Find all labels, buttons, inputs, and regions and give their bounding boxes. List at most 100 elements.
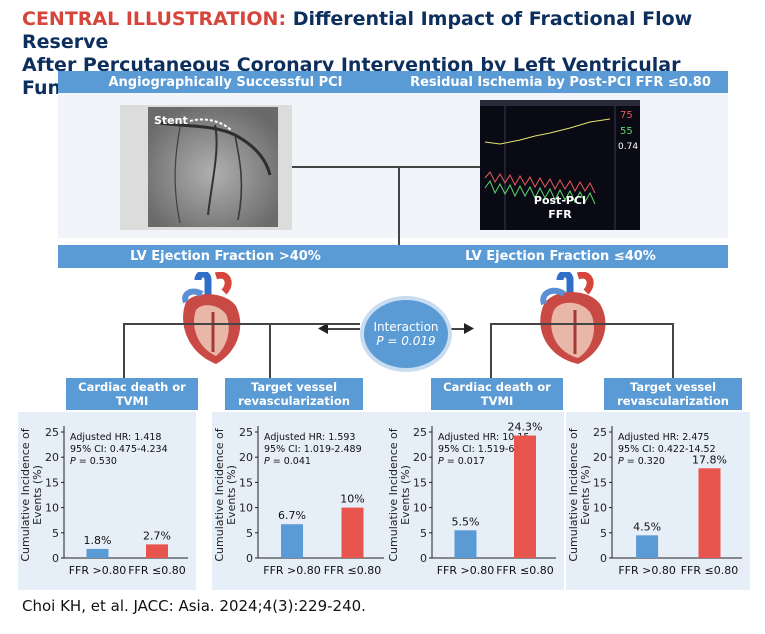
arrow-right-line [444, 328, 466, 330]
lv-bar-right: LV Ejection Fraction ≤40% [465, 249, 656, 264]
y-tick-label: 15 [593, 476, 607, 489]
top-bar: Angiographically Successful PCI Residual… [58, 71, 728, 93]
x-tick-label: FFR >0.80 [69, 564, 127, 577]
endpoint-label-2-line2: revascularization [238, 394, 350, 408]
figure-title: CENTRAL ILLUSTRATION: Differential Impac… [22, 8, 752, 100]
tree-right-h [490, 323, 673, 325]
tree-right-v2 [672, 323, 674, 378]
endpoint-label-1: Cardiac death or TVMI [66, 378, 198, 410]
y-tick-label: 0 [52, 552, 59, 565]
y-tick-label: 5 [246, 527, 253, 540]
stats-line: P = 0.530 [70, 456, 117, 467]
bar [698, 468, 721, 558]
bar [281, 524, 304, 558]
chart-1: Cumulative Incidence ofEvents (%) 0 5 10 15 2… [18, 412, 196, 590]
arrow-right-head [464, 323, 474, 334]
stats-line: 95% CI: 1.019-2.489 [264, 444, 362, 455]
y-tick-label: 0 [420, 552, 427, 565]
endpoint-label-4-line1: Target vessel [629, 380, 717, 394]
monitor-caption-line1: Post-PCI [533, 194, 587, 207]
endpoint-label-2: Target vessel revascularization [225, 378, 363, 410]
lv-bar: LV Ejection Fraction >40% LV Ejection Fr… [58, 245, 728, 268]
bar [636, 535, 659, 558]
ffr-monitor-image: 75 55 0.74 Post-PCI FFR [480, 100, 640, 230]
y-tick-label: 10 [239, 502, 253, 515]
bar-value-label: 6.7% [278, 509, 306, 522]
heart-icon-right [540, 272, 606, 364]
endpoint-label-1-text: Cardiac death or TVMI [78, 380, 186, 408]
tree-right-v1 [490, 323, 492, 378]
bar [146, 544, 168, 558]
y-axis-label: Cumulative Incidence ofEvents (%) [567, 427, 592, 561]
stats-line: Adjusted HR: 10.15 [438, 432, 529, 443]
chart-3: Cumulative Incidence ofEvents (%) 0 5 10 15 2… [386, 412, 564, 590]
arrow-left-line [326, 328, 360, 330]
tree-left-v2 [269, 323, 271, 378]
y-tick-label: 15 [413, 476, 427, 489]
bar-value-label: 1.8% [84, 534, 112, 547]
connector-h-top [292, 166, 480, 168]
stats-line: 95% CI: 0.475-4.234 [70, 444, 168, 455]
stats-line: P = 0.017 [438, 456, 485, 467]
stats-line: P = 0.320 [618, 456, 665, 467]
y-tick-label: 5 [600, 527, 607, 540]
top-bar-right: Residual Ischemia by Post-PCI FFR ≤0.80 [410, 74, 711, 90]
stats-line: Adjusted HR: 2.475 [618, 432, 709, 443]
connector-v-top [398, 166, 400, 245]
y-tick-label: 25 [45, 426, 59, 439]
bar [454, 530, 477, 558]
monitor-val3: 0.74 [618, 142, 639, 152]
top-bar-left: Angiographically Successful PCI [108, 74, 343, 90]
y-tick-label: 20 [45, 451, 59, 464]
chart-2: Cumulative Incidence ofEvents (%) 0 5 10 15 2… [212, 412, 392, 590]
x-tick-label: FFR >0.80 [437, 564, 495, 577]
bar-value-label: 10% [340, 493, 364, 506]
monitor-caption: Post-PCI FFR [520, 194, 600, 222]
citation: Choi KH, et al. JACC: Asia. 2024;4(3):22… [22, 597, 366, 615]
x-tick-label: FFR ≤0.80 [496, 564, 554, 577]
y-tick-label: 15 [45, 476, 59, 489]
angiogram-image: Stent [120, 105, 292, 230]
monitor-caption-line2: FFR [548, 208, 572, 221]
y-tick-label: 10 [45, 502, 59, 515]
bar-value-label: 2.7% [143, 529, 171, 542]
y-tick-label: 10 [593, 502, 607, 515]
y-tick-label: 20 [593, 451, 607, 464]
endpoint-label-4: Target vessel revascularization [604, 378, 742, 410]
y-axis-label: Cumulative Incidence ofEvents (%) [213, 427, 238, 561]
title-prefix: CENTRAL ILLUSTRATION: [22, 8, 287, 30]
interaction-circle: Interaction P = 0.019 [360, 296, 452, 372]
bar-value-label: 4.5% [633, 520, 661, 533]
y-tick-label: 0 [600, 552, 607, 565]
stats-line: Adjusted HR: 1.593 [264, 432, 355, 443]
monitor-val1: 75 [620, 110, 633, 121]
y-tick-label: 10 [413, 502, 427, 515]
monitor-val2: 55 [620, 126, 633, 137]
stats-line: 95% CI: 1.519-67.78 [438, 444, 536, 455]
interaction-label: Interaction [373, 320, 439, 334]
bar [514, 435, 536, 558]
arrow-left-head [318, 323, 328, 334]
y-tick-label: 25 [593, 426, 607, 439]
bar-value-label: 5.5% [452, 515, 480, 528]
y-tick-label: 5 [52, 527, 59, 540]
endpoint-label-4-line2: revascularization [617, 394, 729, 408]
x-tick-label: FFR ≤0.80 [128, 564, 186, 577]
y-tick-label: 5 [420, 527, 427, 540]
y-axis-label: Cumulative Incidence ofEvents (%) [387, 427, 412, 561]
tree-left-h [123, 323, 360, 325]
title-line1: Differential Impact of Fractional Flow R… [22, 8, 693, 53]
stats-line: P = 0.041 [264, 456, 311, 467]
interaction-p: P = 0.019 [376, 334, 436, 348]
heart-icon-left [182, 272, 241, 364]
bar [341, 507, 364, 558]
bar [86, 548, 109, 558]
endpoint-label-2-line1: Target vessel [250, 380, 338, 394]
y-tick-label: 25 [413, 426, 427, 439]
y-tick-label: 20 [239, 451, 253, 464]
y-tick-label: 20 [413, 451, 427, 464]
y-tick-label: 25 [239, 426, 253, 439]
lv-bar-left: LV Ejection Fraction >40% [130, 249, 321, 264]
stent-label: Stent [154, 114, 188, 127]
stats-line: 95% CI: 0.422-14.52 [618, 444, 716, 455]
